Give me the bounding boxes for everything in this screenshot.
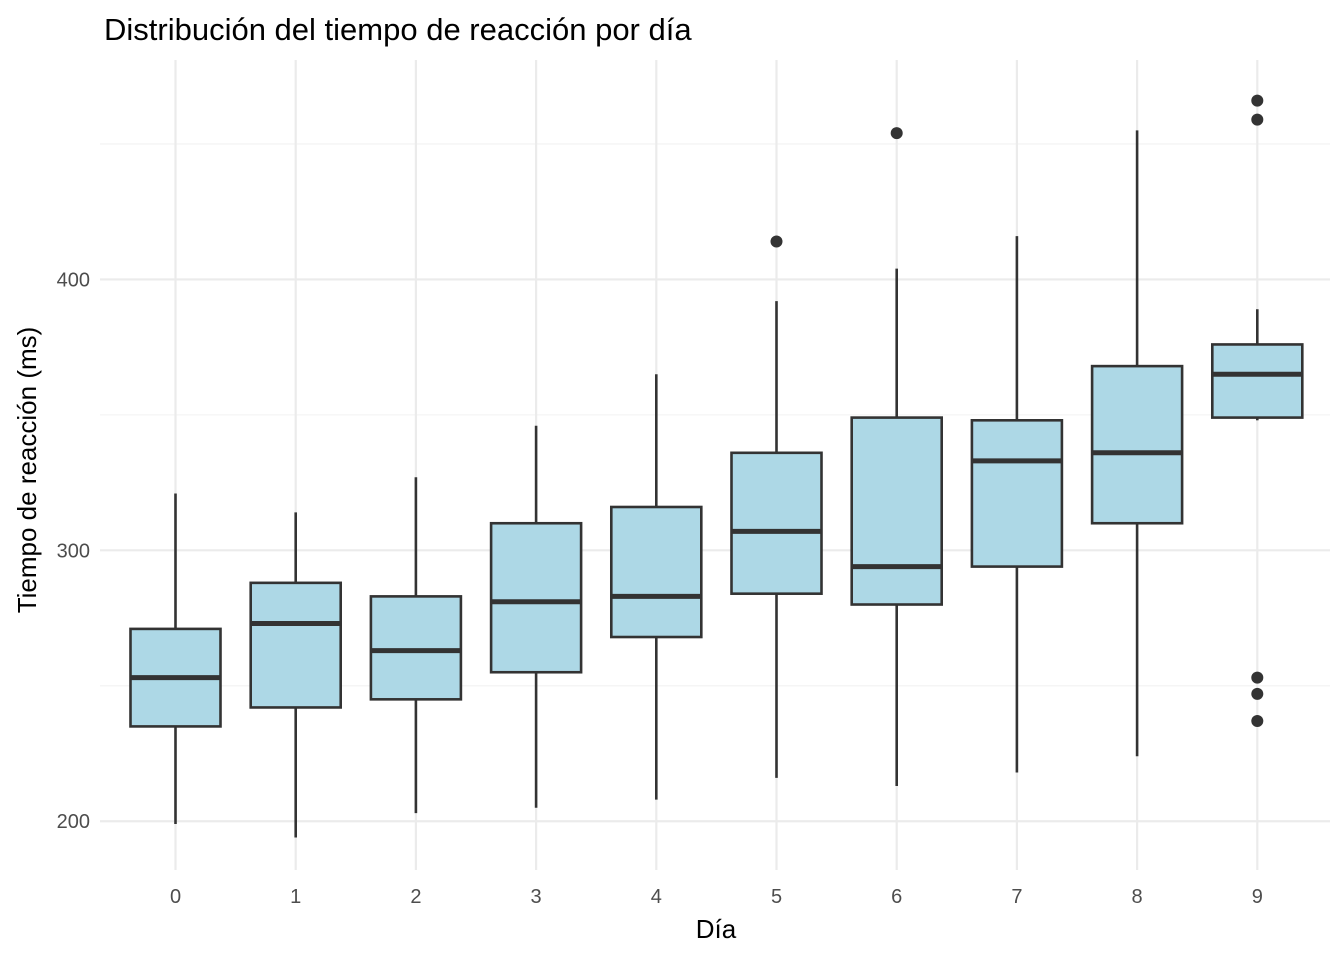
box-day-6: [850, 127, 944, 787]
box-day-5: [730, 235, 823, 778]
box-day-0: [129, 493, 222, 824]
boxes-layer: [129, 94, 1304, 838]
tick-labels: 200 300 400 0 1 2 3 4 5 6 7 8 9: [57, 269, 1263, 908]
box-day-4: [609, 374, 703, 800]
iqr-box: [730, 451, 823, 595]
chart-title: Distribución del tiempo de reacción por …: [104, 12, 692, 47]
iqr-box: [1211, 343, 1304, 419]
iqr-box: [249, 581, 342, 709]
y-tick-label: 200: [57, 811, 90, 833]
outlier-point: [1251, 113, 1264, 126]
box-day-1: [249, 512, 342, 838]
outlier-point: [890, 127, 903, 140]
x-tick-label: 7: [1011, 886, 1022, 908]
outlier-point: [1251, 687, 1264, 700]
y-axis-title: Tiempo de reacción (ms): [12, 327, 42, 614]
x-tick-label: 1: [290, 886, 301, 908]
x-tick-label: 3: [531, 886, 542, 908]
x-tick-label: 2: [410, 886, 421, 908]
outlier-point: [1251, 671, 1264, 684]
x-tick-label: 9: [1252, 886, 1263, 908]
x-axis-title: Día: [696, 914, 737, 944]
box-day-9: [1211, 94, 1304, 728]
box-day-8: [1090, 130, 1184, 757]
x-tick-label: 5: [771, 886, 782, 908]
iqr-box: [850, 416, 944, 606]
iqr-box: [609, 505, 703, 639]
box-day-7: [970, 236, 1064, 773]
x-tick-label: 0: [170, 886, 181, 908]
iqr-box: [489, 521, 583, 674]
x-tick-label: 4: [651, 886, 662, 908]
iqr-box: [970, 419, 1064, 568]
y-tick-label: 300: [57, 540, 90, 562]
x-tick-label: 8: [1132, 886, 1143, 908]
box-day-3: [489, 425, 583, 808]
outlier-point: [1251, 715, 1264, 728]
iqr-box: [369, 595, 463, 701]
outlier-point: [1251, 94, 1264, 107]
box-day-2: [369, 477, 463, 814]
x-tick-label: 6: [891, 886, 902, 908]
y-tick-label: 400: [57, 269, 90, 291]
iqr-box: [1090, 364, 1184, 525]
outlier-point: [770, 235, 783, 248]
